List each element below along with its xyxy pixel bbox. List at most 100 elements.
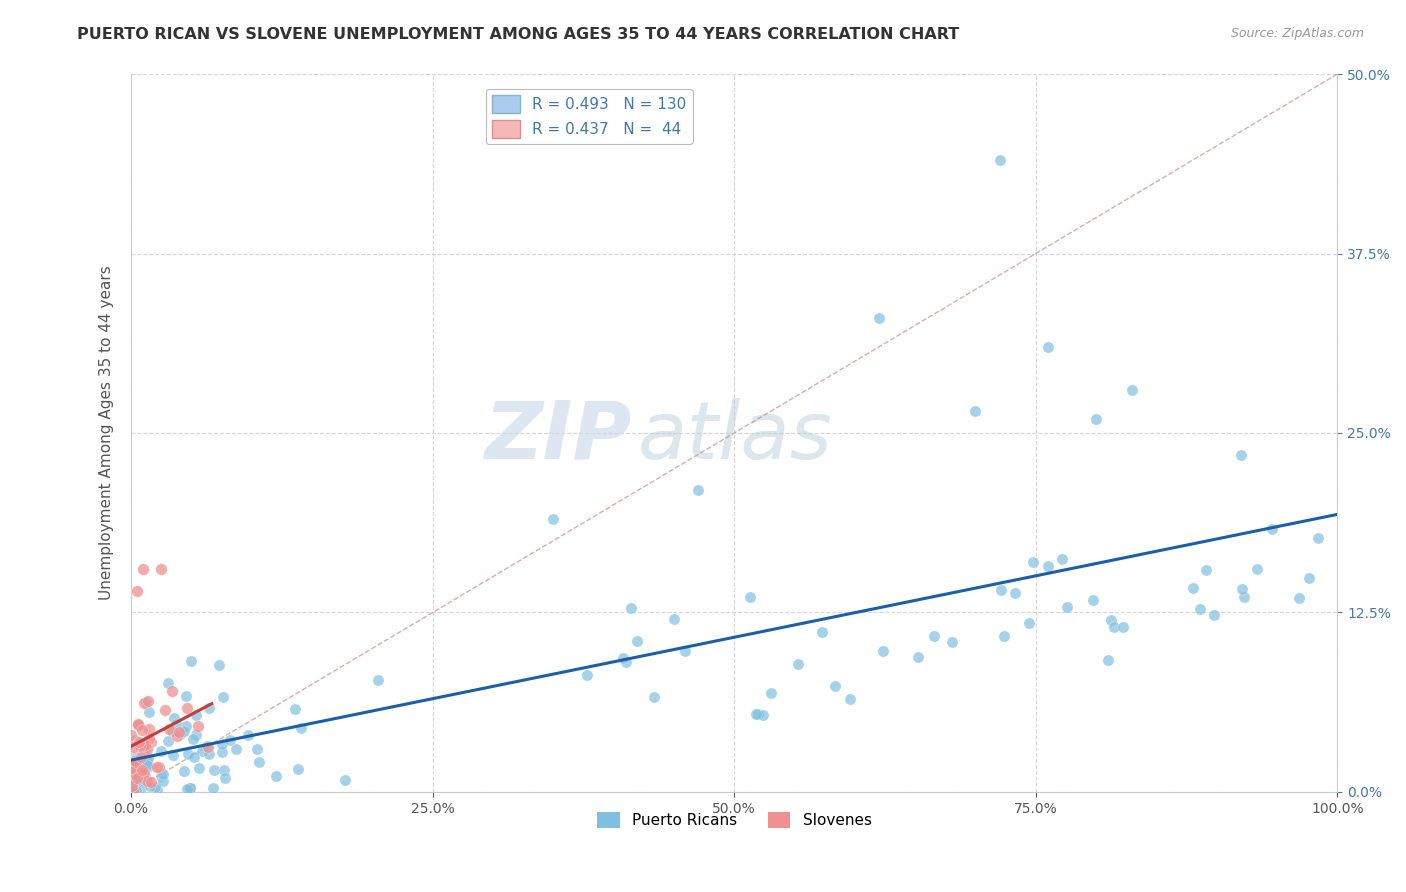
Point <box>138 705 160 719</box>
Point <box>198 701 221 715</box>
Point <box>177 747 200 761</box>
Point <box>160 724 183 739</box>
Point <box>186 708 208 723</box>
Point <box>128 769 150 783</box>
Point <box>176 782 198 797</box>
Point <box>124 761 146 775</box>
Point <box>120 767 142 781</box>
Point <box>127 717 149 731</box>
Point <box>810 625 832 640</box>
Point <box>290 721 312 735</box>
Point <box>122 740 145 755</box>
Point <box>138 723 160 737</box>
Point <box>139 775 162 789</box>
Point <box>146 782 169 797</box>
Point <box>1202 608 1225 623</box>
Point <box>135 742 157 756</box>
Text: Source: ZipAtlas.com: Source: ZipAtlas.com <box>1230 27 1364 40</box>
Point <box>1056 599 1078 614</box>
Point <box>157 733 180 747</box>
Point <box>176 700 198 714</box>
Point <box>136 750 159 764</box>
Point <box>1018 616 1040 631</box>
Point <box>208 658 231 673</box>
Point <box>620 600 643 615</box>
Point <box>127 754 149 768</box>
Point <box>150 562 173 576</box>
Text: PUERTO RICAN VS SLOVENE UNEMPLOYMENT AMONG AGES 35 TO 44 YEARS CORRELATION CHART: PUERTO RICAN VS SLOVENE UNEMPLOYMENT AMO… <box>77 27 959 42</box>
Point <box>134 696 156 710</box>
Point <box>165 716 187 731</box>
Point <box>287 762 309 776</box>
Point <box>125 755 148 769</box>
Point <box>124 767 146 781</box>
Point <box>673 644 696 658</box>
Point <box>138 732 160 747</box>
Point <box>219 733 242 747</box>
Point <box>211 737 233 751</box>
Point <box>1261 522 1284 536</box>
Point <box>965 404 987 418</box>
Point <box>128 735 150 749</box>
Point <box>367 673 389 687</box>
Point <box>173 764 195 778</box>
Point <box>174 690 197 704</box>
Point <box>738 590 761 604</box>
Point <box>125 782 148 797</box>
Point <box>138 759 160 773</box>
Point <box>1233 590 1256 604</box>
Point <box>752 708 775 723</box>
Point <box>1022 555 1045 569</box>
Point <box>132 766 155 780</box>
Point <box>181 732 204 747</box>
Point <box>135 695 157 709</box>
Point <box>127 749 149 764</box>
Point <box>747 706 769 721</box>
Point <box>201 780 224 795</box>
Point <box>145 760 167 774</box>
Point <box>152 774 174 789</box>
Point <box>184 728 207 742</box>
Point <box>541 512 564 526</box>
Point <box>135 758 157 772</box>
Point <box>131 764 153 778</box>
Point <box>1298 571 1320 585</box>
Point <box>1111 619 1133 633</box>
Point <box>993 629 1015 643</box>
Legend: Puerto Ricans, Slovenes: Puerto Ricans, Slovenes <box>591 806 877 835</box>
Point <box>121 780 143 794</box>
Point <box>125 771 148 785</box>
Point <box>121 761 143 775</box>
Point <box>136 694 159 708</box>
Point <box>1246 561 1268 575</box>
Point <box>180 654 202 668</box>
Point <box>1195 563 1218 577</box>
Point <box>173 724 195 739</box>
Point <box>169 727 191 741</box>
Point <box>132 562 155 576</box>
Point <box>195 739 218 753</box>
Point <box>1036 340 1059 354</box>
Point <box>614 655 637 669</box>
Point <box>179 781 201 796</box>
Point <box>225 741 247 756</box>
Point <box>575 668 598 682</box>
Point <box>122 765 145 780</box>
Point <box>1085 411 1108 425</box>
Point <box>202 763 225 777</box>
Point <box>125 774 148 789</box>
Point <box>124 753 146 767</box>
Point <box>121 760 143 774</box>
Point <box>1230 582 1253 597</box>
Point <box>1181 581 1204 595</box>
Point <box>1036 559 1059 574</box>
Point <box>643 690 665 704</box>
Point <box>134 738 156 752</box>
Point <box>122 784 145 798</box>
Point <box>135 773 157 788</box>
Point <box>1230 448 1253 462</box>
Point <box>907 649 929 664</box>
Point <box>1097 653 1119 667</box>
Point <box>127 717 149 731</box>
Point <box>190 744 212 758</box>
